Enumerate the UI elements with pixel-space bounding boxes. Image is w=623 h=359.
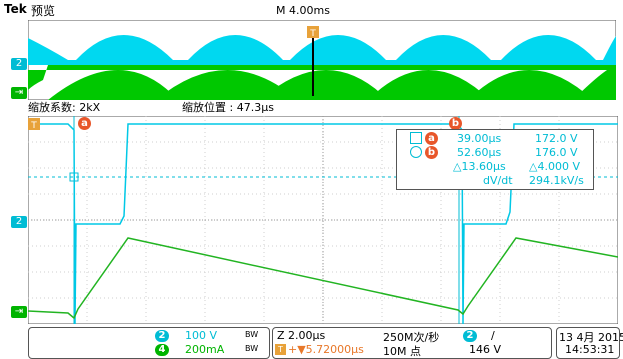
top-bar: Tek 预览 M 4.00ms bbox=[0, 0, 623, 20]
ch2-overview-trace bbox=[28, 35, 616, 65]
horizontal-scale: Z 2.00µs bbox=[277, 329, 326, 342]
ch2-overview-marker[interactable]: 2 bbox=[11, 58, 27, 70]
circle-marker-icon bbox=[410, 146, 422, 158]
readout-row-slope: dV/dt 294.1kV/s bbox=[397, 174, 593, 188]
trigger-position-label: T bbox=[309, 29, 316, 39]
readout-row-a: a 39.00µs 172.0 V bbox=[397, 132, 593, 146]
status-bar: 2 100 V BW 4 200mA BW Z 2.00µs T +▼5.720… bbox=[0, 326, 623, 359]
slope-label: dV/dt bbox=[483, 174, 513, 187]
cursor-a-badge[interactable]: a bbox=[78, 117, 91, 130]
trigger-marker-icon bbox=[28, 118, 40, 130]
cursor-a-time: 39.00µs bbox=[457, 132, 502, 145]
trigger-level: 146 V bbox=[469, 343, 502, 356]
ch2-badge: 2 bbox=[155, 330, 169, 342]
timebase-readout: M 4.00ms bbox=[276, 4, 330, 17]
ch4-bw-icon: BW bbox=[245, 344, 259, 353]
time: 14:53:31 bbox=[565, 343, 615, 356]
delta-value: △4.000 V bbox=[529, 160, 580, 173]
ch2-scale: 100 V bbox=[185, 329, 218, 342]
record-length: 10M 点 bbox=[383, 345, 421, 358]
horizontal-trigger-box[interactable]: Z 2.00µs T +▼5.72000µs 250M次/秒 10M 点 2 ∕… bbox=[272, 327, 552, 359]
ch4-scale: 200mA bbox=[185, 343, 225, 356]
ch2-marker[interactable]: 2 bbox=[11, 216, 27, 228]
ch4-overview-marker[interactable]: ⇥ bbox=[11, 87, 27, 99]
trigger-marker-label: T bbox=[30, 121, 37, 131]
cursor-a-value: 172.0 V bbox=[535, 132, 578, 145]
zoom-factor: 缩放系数: 2kX bbox=[28, 101, 101, 114]
trigger-source-badge: 2 bbox=[463, 330, 477, 342]
mode-label: 预览 bbox=[31, 4, 56, 18]
date: 13 4月 2015 bbox=[559, 331, 623, 344]
readout-b-badge: b bbox=[425, 146, 438, 159]
slope-value: 294.1kV/s bbox=[529, 174, 584, 187]
readout-row-b: b 52.60µs 176.0 V bbox=[397, 146, 593, 160]
overview-waveform[interactable]: T bbox=[28, 20, 616, 100]
datetime-box: 13 4月 2015 14:53:31 bbox=[556, 327, 623, 359]
ch2-trace bbox=[28, 123, 618, 324]
trigger-slope-icon: ∕ bbox=[491, 329, 495, 342]
readout-row-delta: △13.60µs △4.000 V bbox=[397, 160, 593, 174]
square-marker-icon bbox=[410, 132, 422, 144]
cursor-b-value: 176.0 V bbox=[535, 146, 578, 159]
zoom-info: 缩放系数: 2kX 缩放位置 : 47.3µs bbox=[28, 99, 618, 115]
cursor-b-badge[interactable]: b bbox=[449, 117, 462, 130]
ch4-marker[interactable]: ⇥ bbox=[11, 306, 27, 318]
trigger-delay: +▼5.72000µs bbox=[288, 343, 364, 356]
sample-rate: 250M次/秒 bbox=[383, 331, 440, 344]
ch2-bw-icon: BW bbox=[245, 330, 259, 339]
delta-time: △13.60µs bbox=[453, 160, 506, 173]
trigger-delay-icon: T bbox=[275, 344, 286, 355]
zoom-position: 缩放位置 : 47.3µs bbox=[182, 101, 274, 114]
ch4-overview-trace bbox=[28, 65, 616, 100]
cursor-b-time: 52.60µs bbox=[457, 146, 502, 159]
brand-logo: Tek bbox=[4, 2, 27, 16]
ch4-trace bbox=[28, 237, 618, 320]
ch4-badge: 4 bbox=[155, 344, 169, 356]
trigger-position-icon bbox=[307, 26, 319, 38]
cursor-readout-panel: a 39.00µs 172.0 V b 52.60µs 176.0 V △13.… bbox=[396, 129, 594, 190]
channel-scale-box[interactable]: 2 100 V BW 4 200mA BW bbox=[28, 327, 270, 359]
readout-a-badge: a bbox=[425, 132, 438, 145]
